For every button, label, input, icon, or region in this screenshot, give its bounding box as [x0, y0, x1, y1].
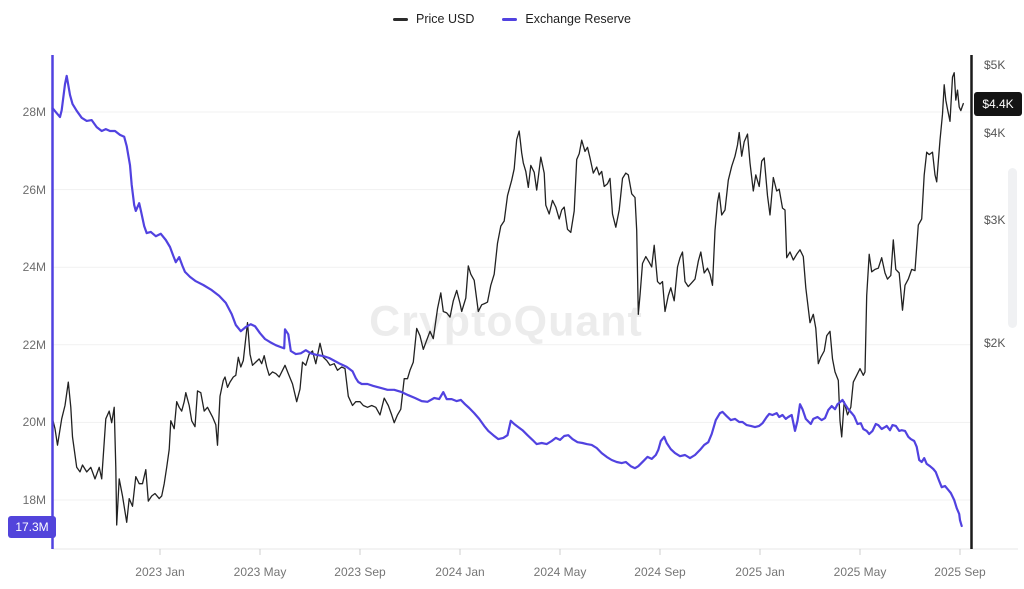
exchange-reserve-line-swatch [502, 17, 518, 21]
x-axis-tick-label: 2024 Jan [435, 565, 485, 579]
x-axis-tick-label: 2023 May [233, 565, 287, 579]
legend-item-price-usd[interactable]: Price USD [393, 12, 474, 26]
scrollbar-thumb[interactable] [1008, 168, 1017, 328]
price-current-value-badge: $4.4K [974, 91, 1022, 116]
x-axis-tick-label: 2024 May [533, 565, 587, 579]
x-axis-tick-label: 2023 Jan [135, 565, 185, 579]
y-axis-right-tick-label: $4K [984, 125, 1006, 140]
y-axis-right-tick-label: $2K [984, 336, 1006, 351]
reserve-current-value-badge: 17.3M [8, 516, 56, 539]
x-axis-tick-label: 2025 May [833, 565, 887, 579]
x-axis-tick-label: 2023 Sep [334, 565, 386, 579]
price-usd-line-swatch [393, 17, 409, 21]
legend-label-price-usd: Price USD [416, 12, 475, 26]
x-axis-tick-label: 2024 Sep [634, 565, 686, 579]
legend-label-exchange-reserve: Exchange Reserve [525, 12, 631, 26]
price-usd-line[interactable] [51, 72, 964, 526]
y-axis-right-tick-label: $5K [984, 57, 1006, 72]
x-axis-tick-label: 2025 Jan [735, 565, 785, 579]
y-axis-left-tick-label: 28M [22, 105, 46, 119]
exchange-reserve-line[interactable] [51, 74, 963, 528]
cryptoquant-watermark: CryptoQuant [369, 297, 643, 346]
x-axis-tick-label: 2025 Sep [934, 565, 986, 579]
y-axis-left-tick-label: 26M [22, 182, 46, 197]
y-axis-left-tick-label: 24M [22, 260, 46, 275]
legend-item-exchange-reserve[interactable]: Exchange Reserve [502, 12, 631, 26]
y-axis-left-tick-label: 20M [22, 415, 46, 430]
y-axis-left-tick-label: 22M [22, 337, 46, 352]
legend: Price USD Exchange Reserve [0, 12, 1024, 26]
y-axis-left-tick-label: 18M [22, 493, 46, 507]
y-axis-right-tick-label: $3K [984, 213, 1006, 227]
